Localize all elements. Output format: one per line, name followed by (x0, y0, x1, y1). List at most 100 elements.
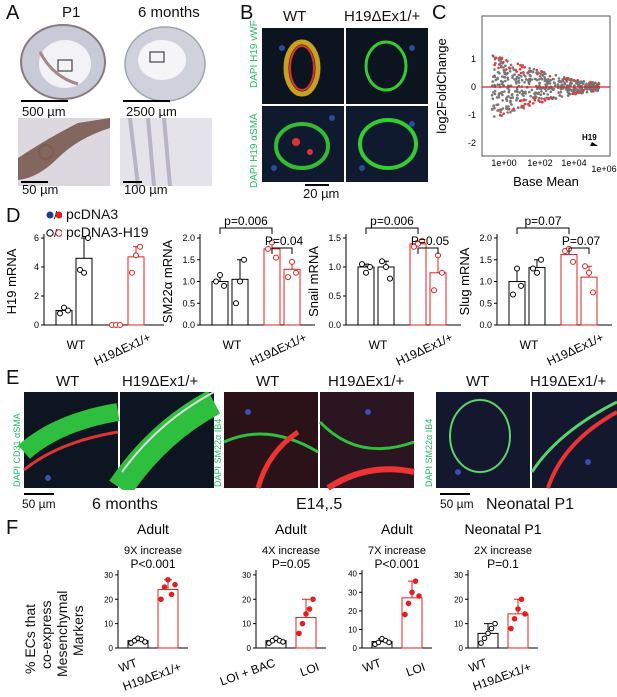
panel-b-scale-label: 20 µm (303, 186, 340, 201)
heart-section-6months (120, 22, 210, 104)
panel-b-row1-label: DAPI H19 vWF (249, 20, 260, 88)
ma-point (498, 62, 502, 65)
ma-point (517, 73, 521, 77)
f-point (488, 625, 495, 632)
ma-point (501, 80, 505, 84)
d-point (534, 269, 540, 276)
ma-point (492, 104, 496, 108)
d-ytick-label: 1.5 (479, 255, 492, 265)
f-ytick-label: 10 (348, 625, 357, 634)
d-point (570, 258, 576, 265)
f-point (303, 611, 309, 617)
ma-point (542, 70, 546, 74)
d-point (265, 245, 271, 252)
d-xlabel-wt: WT (223, 338, 242, 352)
ma-point (518, 91, 521, 94)
d-xlabel-mut: H19ΔEx1/+ (394, 330, 455, 368)
f-point (296, 630, 302, 637)
ma-point (538, 78, 541, 81)
ma-point (494, 62, 497, 65)
ma-point (523, 66, 527, 69)
panel-e-g2-caption: E14,.5 (296, 496, 343, 513)
d-point (117, 322, 123, 328)
scale-label-500um: 500 µm (22, 104, 66, 119)
ma-point (517, 106, 520, 109)
ma-point (505, 99, 509, 102)
ma-point (538, 75, 542, 78)
ma-point (570, 89, 574, 93)
f-ytick-label: 0 (459, 644, 464, 653)
f-xlabel-2: LOI (298, 660, 321, 680)
panel-c-xtick-0: 1e+00 (491, 158, 516, 168)
f-point (161, 584, 168, 590)
scale-label-2500um: 2500 µm (126, 104, 177, 119)
ma-point (577, 80, 581, 84)
f-ytick-label: 30 (104, 571, 113, 580)
d-sig-bracket-1 (365, 227, 419, 234)
d-ytick-label: 1.0 (182, 277, 195, 287)
d-sig-label-1: p=0.006 (224, 214, 268, 228)
f-xlabel-1: WT (361, 655, 384, 675)
d-sig-label-1: p=0.006 (370, 214, 414, 228)
ma-point (516, 62, 520, 66)
ma-point (543, 79, 547, 83)
ma-point (529, 94, 532, 98)
ma-point (588, 88, 592, 91)
d-point (419, 237, 425, 244)
ma-point (515, 82, 518, 85)
ma-point (499, 111, 502, 114)
ma-point (515, 77, 518, 81)
ma-point (491, 80, 495, 83)
d-point (133, 252, 139, 259)
d-ytick-label: 2.0 (182, 233, 195, 243)
ma-point (511, 74, 514, 78)
ma-point (504, 64, 507, 67)
scale-label-50um: 50 µm (22, 182, 59, 197)
f-point (478, 640, 484, 646)
ma-point (557, 84, 560, 87)
panel-c-ytick-m2: -2 (468, 138, 476, 148)
ma-point (510, 103, 513, 106)
ma-point (509, 100, 512, 103)
d-point (367, 264, 373, 270)
d-xlabel-wt: WT (67, 338, 86, 352)
ma-point (491, 97, 495, 100)
d-ytick-label: 0 (34, 320, 39, 330)
d-point (590, 289, 596, 296)
ma-point (575, 90, 579, 94)
ma-point (520, 65, 524, 69)
d-point (363, 269, 369, 276)
ma-point (576, 78, 579, 82)
ma-point (494, 56, 498, 60)
ma-point (504, 79, 507, 83)
ma-point (577, 83, 581, 87)
panel-c-ytick-1: 1 (471, 54, 476, 64)
ma-point (516, 93, 519, 97)
d-point (233, 300, 239, 307)
d-sig-label-1: p=0.07 (524, 214, 561, 228)
ma-point (523, 80, 526, 84)
f-ytick-label: 20 (454, 595, 463, 604)
ma-point (490, 93, 494, 97)
d-point (439, 269, 445, 276)
ma-point (541, 100, 544, 104)
ma-point (516, 90, 519, 94)
ma-point (522, 71, 525, 74)
f-pvalue: P<0.001 (374, 557, 419, 571)
ma-point (506, 60, 509, 63)
ma-point (532, 102, 535, 105)
d-ytick-label: 0.5 (479, 298, 492, 308)
ma-point (509, 96, 512, 100)
ma-point (537, 71, 540, 74)
ma-point (528, 90, 531, 94)
ma-point (559, 88, 563, 91)
panel-e-g2-wt: WT (256, 373, 280, 390)
ma-point (512, 107, 515, 110)
ma-point (507, 88, 511, 92)
ma-point (522, 98, 526, 102)
ma-point (517, 77, 521, 80)
ma-point (557, 91, 560, 94)
f-point (522, 611, 528, 617)
ma-point (493, 68, 496, 71)
